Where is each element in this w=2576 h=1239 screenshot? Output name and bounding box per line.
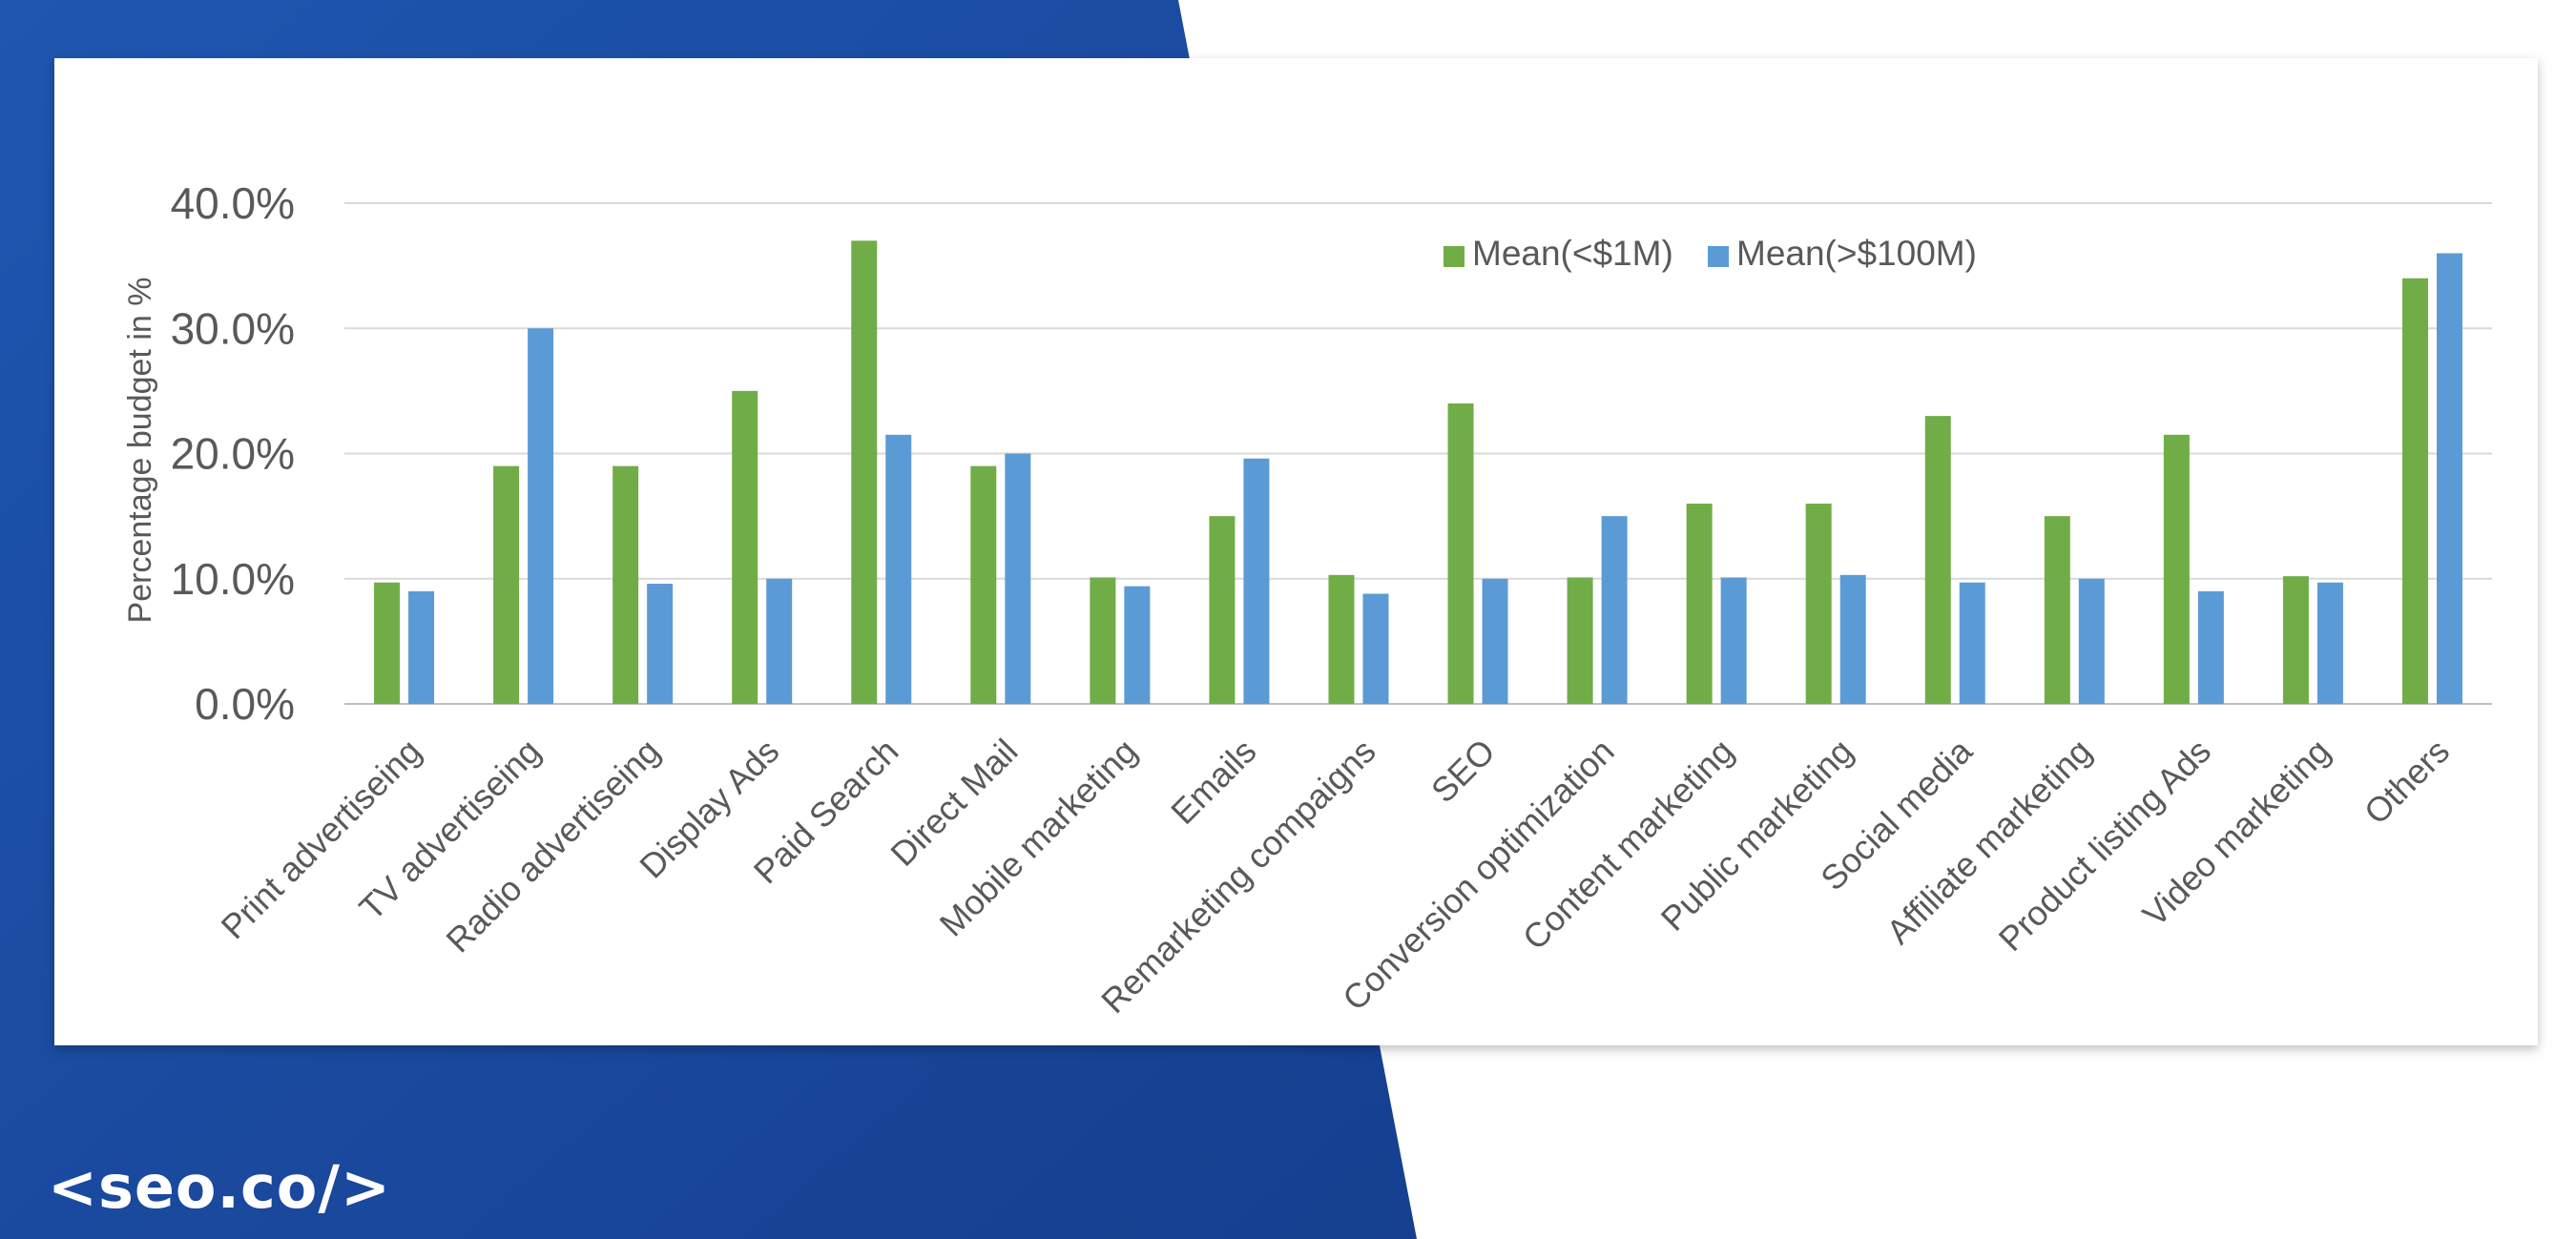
- bar-large-business: [1720, 577, 1747, 704]
- bar-large-business: [408, 590, 435, 704]
- y-axis-ticks: 0.0% 10.0% 20.0% 30.0% 40.0%: [171, 178, 295, 729]
- bar-large-business: [1243, 458, 1270, 704]
- legend-swatch-large: [1708, 246, 1729, 267]
- legend: Mean(<$1M) Mean(>$100M): [1444, 234, 1977, 273]
- legend-swatch-small: [1444, 246, 1465, 267]
- bar-small-business: [2401, 278, 2428, 704]
- bar-large-business: [647, 584, 674, 704]
- brand-logo: <seo.co/>: [48, 1152, 391, 1222]
- bar-small-business: [1447, 403, 1474, 704]
- bar-large-business: [1959, 582, 1985, 704]
- bar-large-business: [766, 578, 793, 704]
- legend-label-small: Mean(<$1M): [1472, 234, 1673, 273]
- bar-small-business: [2044, 516, 2070, 704]
- bar-large-business: [1839, 574, 1866, 704]
- y-tick-label: 0.0%: [195, 679, 295, 729]
- x-tick-label: Others: [2357, 732, 2457, 832]
- bar-chart: 0.0% 10.0% 20.0% 30.0% 40.0% Print advertise…: [122, 178, 2492, 1021]
- bar-small-business: [493, 465, 520, 704]
- bar-large-business: [1482, 578, 1508, 704]
- bar-large-business: [2436, 253, 2462, 704]
- y-tick-label: 30.0%: [171, 303, 295, 353]
- y-tick-label: 20.0%: [171, 429, 295, 479]
- bar-small-business: [1805, 504, 1832, 704]
- bar-small-business: [1090, 577, 1116, 704]
- bar-small-business: [613, 465, 639, 704]
- y-axis-label: Percentage budget in %: [122, 278, 158, 624]
- bar-large-business: [1362, 593, 1389, 704]
- bar-large-business: [528, 328, 554, 704]
- bar-large-business: [1124, 586, 1151, 704]
- bar-small-business: [851, 240, 878, 704]
- bar-large-business: [1005, 453, 1031, 704]
- bars: [374, 240, 2462, 704]
- bar-small-business: [2282, 576, 2309, 704]
- x-tick-label: Mobile marketing: [932, 732, 1145, 944]
- x-tick-label: Emails: [1163, 732, 1263, 832]
- x-tick-label: Product listing Ads: [1991, 732, 2218, 959]
- bar-large-business: [2316, 582, 2343, 704]
- x-tick-label: Content marketing: [1515, 732, 1741, 958]
- bar-large-business: [885, 434, 912, 704]
- bar-small-business: [374, 582, 401, 704]
- x-tick-label: Affiliate marketing: [1879, 732, 2099, 952]
- bar-small-business: [1328, 574, 1355, 704]
- gridlines: [344, 202, 2492, 705]
- chart-card: 0.0% 10.0% 20.0% 30.0% 40.0% Print advertise…: [54, 58, 2538, 1045]
- legend-label-large: Mean(>$100M): [1736, 234, 1977, 273]
- x-tick-label: Radio advertiseing: [438, 732, 667, 960]
- y-tick-label: 10.0%: [171, 554, 295, 604]
- bar-large-business: [2197, 590, 2224, 704]
- bar-small-business: [1567, 577, 1593, 704]
- x-tick-label: SEO: [1423, 732, 1503, 811]
- bar-large-business: [1601, 516, 1628, 704]
- bar-small-business: [970, 465, 997, 704]
- bar-large-business: [2078, 578, 2105, 704]
- bar-small-business: [1209, 516, 1236, 704]
- y-tick-label: 40.0%: [171, 178, 295, 228]
- bar-small-business: [2163, 434, 2190, 704]
- x-tick-label: Print advertiseing: [214, 732, 429, 947]
- bar-small-business: [1686, 504, 1713, 704]
- bar-small-business: [1924, 416, 1951, 704]
- bar-small-business: [732, 390, 758, 704]
